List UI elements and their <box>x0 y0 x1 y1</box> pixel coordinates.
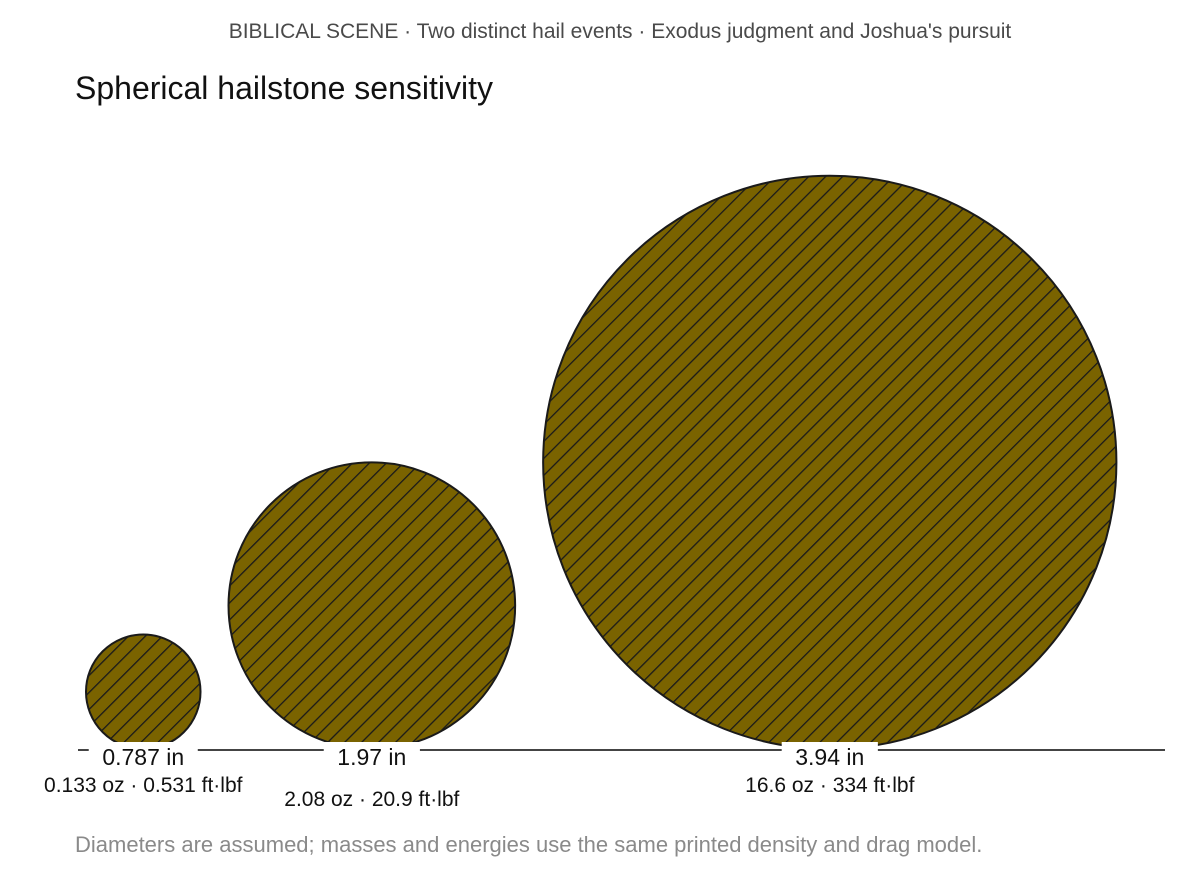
diameter-label-2: 1.97 in <box>337 744 406 770</box>
detail-label-3: 16.6 oz · 334 ft·lbf <box>745 774 914 797</box>
diameter-label-3: 3.94 in <box>795 744 864 770</box>
chart-overline: BIBLICAL SCENE · Two distinct hail event… <box>228 20 1012 43</box>
hailstone-hatch-3 <box>542 174 1118 750</box>
chart-title: Spherical hailstone sensitivity <box>75 70 493 106</box>
hailstone-hatch-1 <box>85 633 202 750</box>
hailstone-hatch-2 <box>227 461 517 750</box>
diameter-label-bg-3 <box>781 742 878 768</box>
chart-footnote: Diameters are assumed; masses and energi… <box>75 832 983 857</box>
detail-label-1: 0.133 oz · 0.531 ft·lbf <box>44 774 243 797</box>
diameter-label-bg-1 <box>88 742 198 768</box>
hailstone-marks: 0.787 in 0.133 oz · 0.531 ft·lbf 1.97 in 2.… <box>44 174 1118 811</box>
diameter-label-bg-2 <box>323 742 420 768</box>
detail-label-2: 2.08 oz · 20.9 ft·lbf <box>284 788 459 811</box>
diameter-label-1: 0.787 in <box>102 744 184 770</box>
